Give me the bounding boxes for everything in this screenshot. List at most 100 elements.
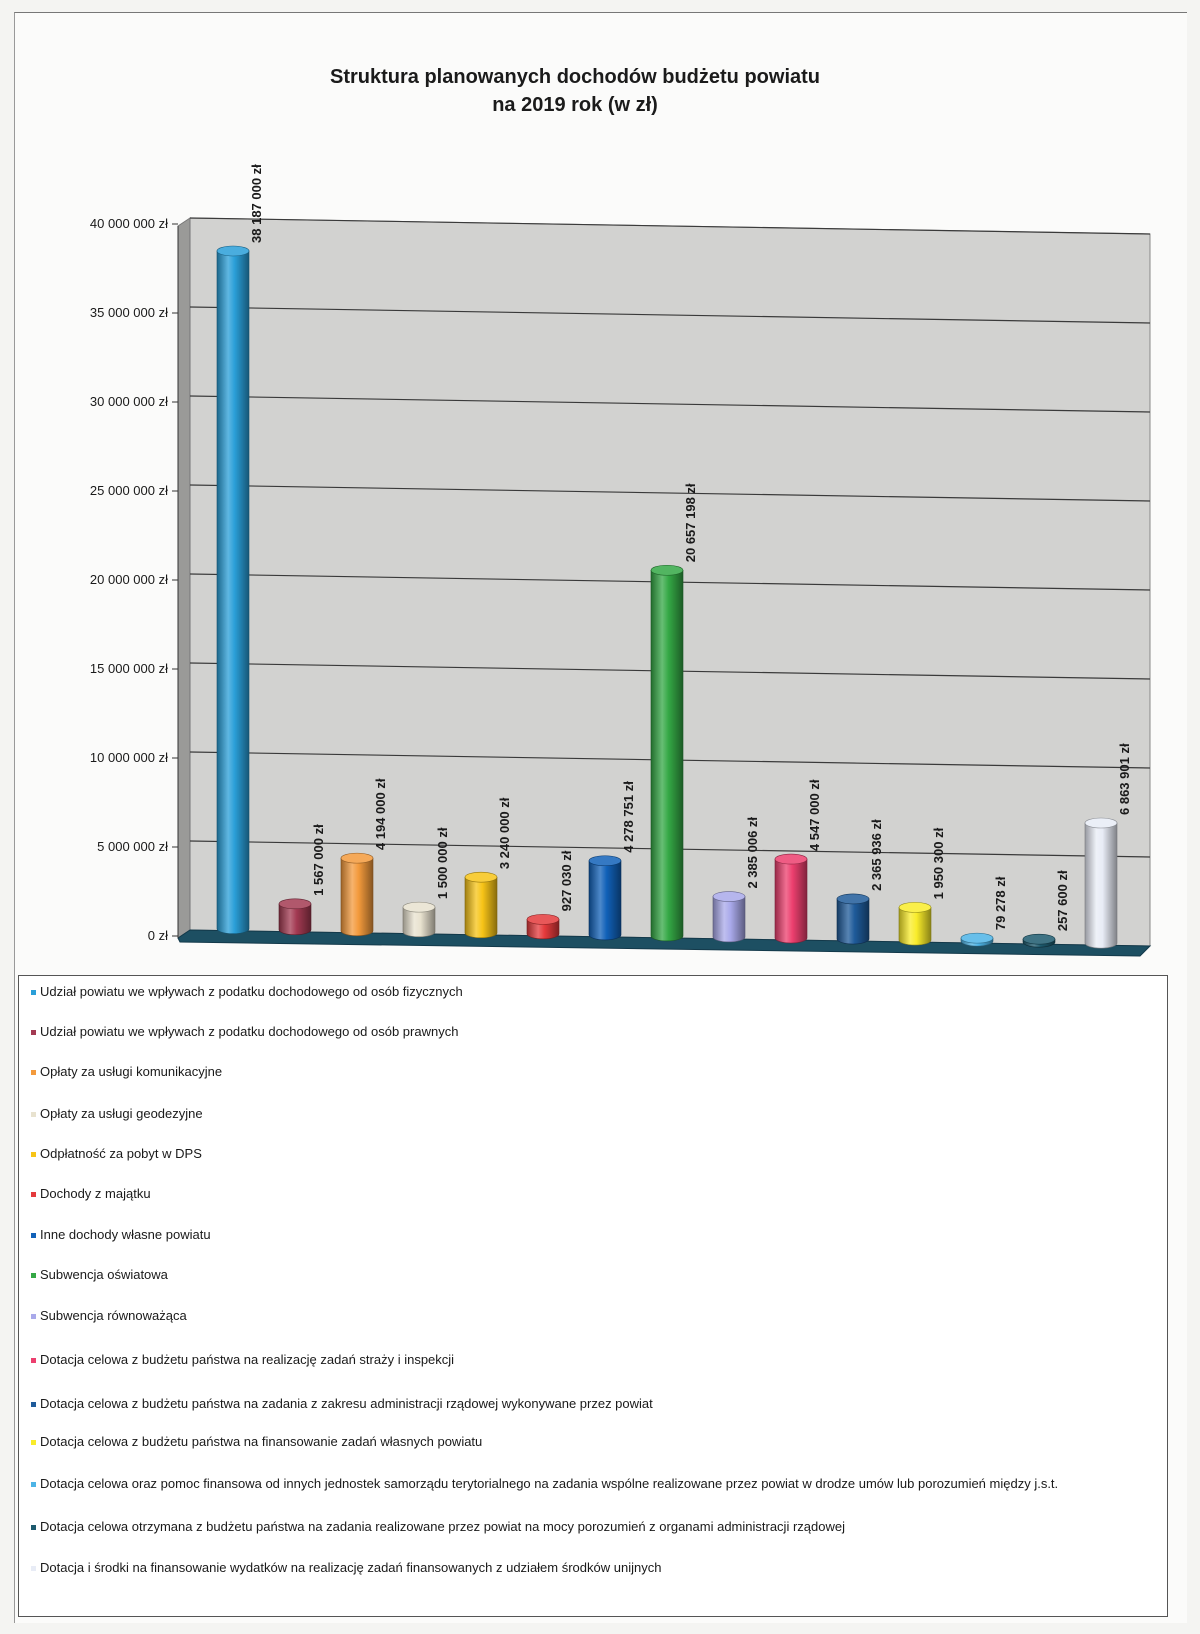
legend-item-12: Dotacja celowa z budżetu państwa na fina… <box>31 1434 482 1449</box>
bar-4 <box>402 906 436 938</box>
data-label-11: 2 365 936 zł <box>869 819 884 891</box>
legend-swatch <box>31 1525 36 1531</box>
bar-top-8 <box>650 564 684 576</box>
y-tick-label: 35 000 000 zł <box>90 305 168 320</box>
y-tick-label: 20 000 000 zł <box>90 572 168 587</box>
chart-title-block: Struktura planowanych dochodów budżetu p… <box>15 63 1135 119</box>
legend-label: Udział powiatu we wpływach z podatku doc… <box>40 1024 459 1039</box>
chart-subtitle: na 2019 rok (w zł) <box>492 94 658 116</box>
chart-legend: Udział powiatu we wpływach z podatku doc… <box>18 975 1168 1617</box>
data-label-7: 4 278 751 zł <box>621 781 636 853</box>
legend-label: Inne dochody własne powiatu <box>40 1227 211 1242</box>
data-label-13: 79 278 zł <box>993 876 1008 930</box>
data-label-8: 20 657 198 zł <box>683 483 698 562</box>
bar-10 <box>774 858 808 944</box>
legend-item-9: Subwencja równoważąca <box>31 1308 187 1323</box>
legend-item-14: Dotacja celowa otrzymana z budżetu państ… <box>31 1519 845 1534</box>
legend-swatch <box>31 1402 36 1408</box>
bar-top-4 <box>402 901 436 913</box>
legend-item-8: Subwencja oświatowa <box>31 1267 168 1282</box>
data-label-10: 4 547 000 zł <box>807 779 822 851</box>
bar-9 <box>712 896 746 943</box>
bar-2 <box>278 903 312 936</box>
bar-top-15 <box>1084 817 1118 829</box>
legend-swatch <box>31 1192 36 1198</box>
bar-15 <box>1084 822 1118 949</box>
bar-chart: 0 zł 5 000 000 zł 10 000 000 zł 15 000 000 … <box>90 164 1152 957</box>
y-tick-label: 10 000 000 zł <box>90 750 168 765</box>
legend-swatch <box>31 1112 36 1118</box>
bar-1 <box>216 250 250 935</box>
bar-top-3 <box>340 852 374 864</box>
bar-top-14 <box>1022 933 1056 945</box>
bar-top-7 <box>588 855 622 867</box>
data-label-14: 257 600 zł <box>1055 870 1070 931</box>
legend-item-13: Dotacja celowa oraz pomoc finansowa od i… <box>31 1476 1058 1491</box>
y-tick-label: 25 000 000 zł <box>90 483 168 498</box>
legend-swatch <box>31 1358 36 1364</box>
legend-swatch <box>31 1030 36 1036</box>
bar-top-2 <box>278 898 312 910</box>
bar-top-6 <box>526 914 560 925</box>
y-tick-label: 5 000 000 zł <box>97 839 168 854</box>
data-label-4: 1 500 000 zł <box>435 827 450 899</box>
data-label-12: 1 950 300 zł <box>931 827 946 899</box>
legend-label: Dotacja celowa oraz pomoc finansowa od i… <box>40 1476 1059 1491</box>
bar-top-10 <box>774 853 808 865</box>
legend-swatch <box>31 1314 36 1320</box>
data-label-2: 1 567 000 zł <box>311 824 326 896</box>
plot-side-wall <box>177 217 191 939</box>
bar-top-9 <box>712 891 746 902</box>
gridline <box>189 484 1151 502</box>
legend-label: Opłaty za usługi komunikacyjne <box>40 1064 223 1079</box>
bar-7 <box>588 860 622 941</box>
data-label-9: 2 385 006 zł <box>745 817 760 889</box>
legend-item-7: Inne dochody własne powiatu <box>31 1227 211 1242</box>
legend-label: Odpłatność za pobyt w DPS <box>40 1146 202 1161</box>
bar-top-13 <box>960 932 994 944</box>
legend-item-2: Udział powiatu we wpływach z podatku doc… <box>31 1024 458 1039</box>
legend-label: Udział powiatu we wpływach z podatku doc… <box>40 984 463 999</box>
gridline <box>189 217 1151 235</box>
data-label-15: 6 863 901 zł <box>1117 743 1132 815</box>
legend-item-11: Dotacja celowa z budżetu państwa na zada… <box>31 1396 653 1411</box>
legend-item-10: Dotacja celowa z budżetu państwa na real… <box>31 1352 454 1367</box>
legend-label: Dotacja celowa z budżetu państwa na zada… <box>40 1396 653 1411</box>
bar-top-5 <box>464 871 498 883</box>
bar-11 <box>836 898 870 945</box>
legend-item-6: Dochody z majątku <box>31 1186 151 1201</box>
data-label-1: 38 187 000 zł <box>249 164 264 243</box>
y-tick-label: 40 000 000 zł <box>90 216 168 231</box>
bar-12 <box>898 907 932 946</box>
bar-6 <box>526 919 560 940</box>
legend-label: Dochody z majątku <box>40 1186 151 1201</box>
data-label-6: 927 030 zł <box>559 850 574 911</box>
legend-swatch <box>31 1273 36 1279</box>
chart-title: Struktura planowanych dochodów budżetu p… <box>330 66 820 88</box>
legend-item-15: Dotacja i środki na finansowanie wydatkó… <box>31 1560 661 1575</box>
y-tick-label: 0 zł <box>148 928 168 943</box>
legend-swatch <box>31 1233 36 1239</box>
y-tick-label: 30 000 000 zł <box>90 394 168 409</box>
legend-label: Dotacja celowa z budżetu państwa na fina… <box>40 1434 483 1449</box>
gridline <box>189 395 1151 413</box>
legend-swatch <box>31 1566 36 1572</box>
bar-top-1 <box>216 245 250 257</box>
bar-top-11 <box>836 893 870 905</box>
legend-label: Dotacja celowa otrzymana z budżetu państ… <box>40 1519 845 1534</box>
data-label-3: 4 194 000 zł <box>373 778 388 850</box>
bar-3 <box>340 857 374 937</box>
legend-item-1: Udział powiatu we wpływach z podatku doc… <box>31 984 463 999</box>
gridline <box>189 306 1151 324</box>
legend-item-5: Odpłatność za pobyt w DPS <box>31 1146 202 1161</box>
legend-swatch <box>31 1070 36 1076</box>
legend-item-4: Opłaty za usługi geodezyjne <box>31 1106 203 1121</box>
data-label-5: 3 240 000 zł <box>497 797 512 869</box>
legend-swatch <box>31 1482 36 1488</box>
legend-swatch <box>31 990 36 996</box>
legend-label: Opłaty za usługi geodezyjne <box>40 1106 203 1121</box>
bar-8 <box>650 569 684 942</box>
bar-top-12 <box>898 902 932 913</box>
y-tick-label: 15 000 000 zł <box>90 661 168 676</box>
legend-label: Dotacja i środki na finansowanie wydatkó… <box>40 1560 662 1575</box>
